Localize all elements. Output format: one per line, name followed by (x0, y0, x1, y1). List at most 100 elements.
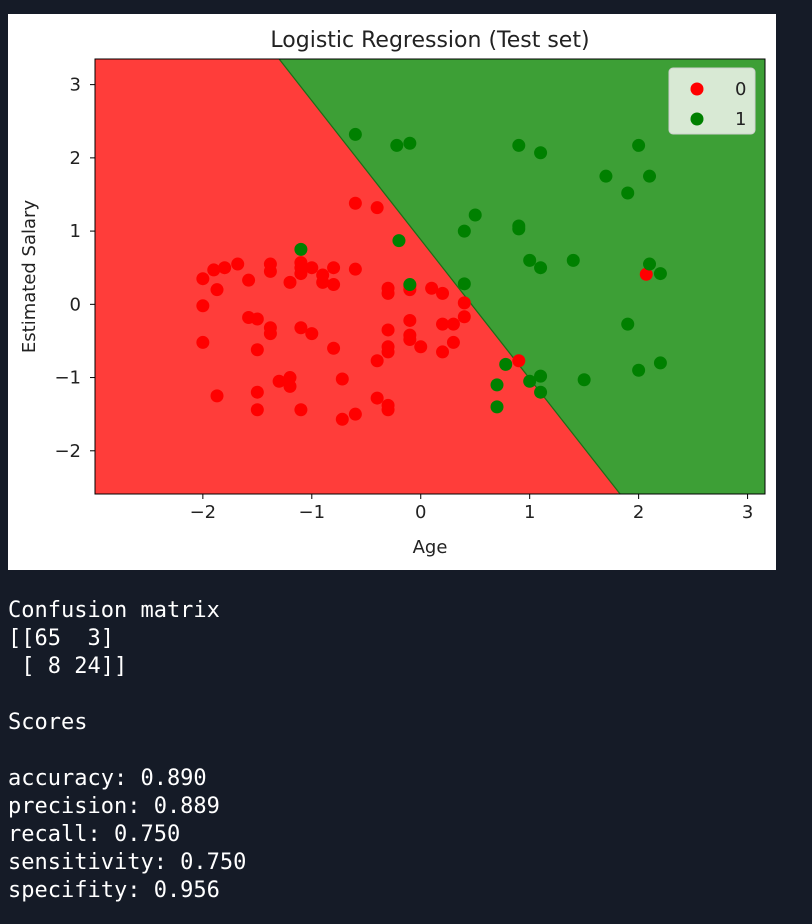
data-point (512, 138, 526, 152)
data-point (446, 335, 460, 349)
data-point (242, 273, 256, 287)
data-point (250, 343, 264, 357)
data-point (534, 261, 548, 275)
data-point (621, 317, 635, 331)
data-point (263, 264, 277, 278)
data-point (294, 267, 308, 281)
data-point (425, 281, 439, 295)
x-tick-label: 2 (633, 502, 644, 523)
data-point (348, 127, 362, 141)
data-point (392, 234, 406, 248)
y-axis-label: Estimated Salary (19, 200, 40, 354)
data-point (403, 278, 417, 292)
data-point (316, 275, 330, 289)
data-point (250, 403, 264, 417)
data-point (283, 379, 297, 393)
console-output: Confusion matrix [[65 3] [ 8 24]] Scores ac… (8, 597, 246, 905)
data-point (370, 391, 384, 405)
data-point (370, 354, 384, 368)
y-tick-label: −2 (54, 441, 81, 462)
data-point (577, 373, 591, 387)
data-point (231, 257, 245, 271)
data-point (210, 389, 224, 403)
series-class-1 (294, 127, 667, 414)
data-point (196, 299, 210, 313)
legend-label-0: 0 (735, 79, 746, 100)
data-point (653, 267, 667, 281)
precision-score: precision: 0.889 (8, 794, 220, 819)
data-point (490, 400, 504, 414)
confusion-matrix-row-2: [ 8 24]] (8, 654, 128, 679)
data-point (370, 201, 384, 215)
data-point (457, 296, 471, 310)
data-point (381, 403, 395, 417)
data-point (327, 261, 341, 275)
data-point (643, 169, 657, 183)
data-point (335, 412, 349, 426)
data-point (381, 323, 395, 337)
data-point (414, 340, 428, 354)
chart-title: Logistic Regression (Test set) (270, 28, 589, 53)
data-point (639, 267, 653, 281)
blank-line (8, 681, 246, 709)
y-tick-label: 3 (70, 75, 81, 96)
x-tick-label: −2 (190, 502, 217, 523)
data-point (210, 283, 224, 297)
data-point (436, 317, 450, 331)
data-point (294, 403, 308, 417)
data-point (490, 378, 504, 392)
data-point (327, 278, 341, 292)
data-point (348, 407, 362, 421)
data-point (436, 345, 450, 359)
data-point (653, 356, 667, 370)
data-point (305, 327, 319, 341)
y-tick-label: −1 (54, 368, 81, 389)
legend: 01 (668, 67, 756, 135)
legend-marker-0 (690, 82, 704, 96)
data-point (499, 357, 513, 371)
data-point (512, 354, 526, 368)
recall-score: recall: 0.750 (8, 822, 181, 847)
data-point (390, 138, 404, 152)
data-point (250, 312, 264, 326)
x-tick-label: 0 (415, 502, 426, 523)
y-tick-label: 2 (70, 148, 81, 169)
data-point (218, 261, 232, 275)
data-point (196, 335, 210, 349)
data-point (599, 169, 613, 183)
data-point (348, 196, 362, 210)
data-point (457, 224, 471, 238)
data-point (335, 372, 349, 386)
region-class-1 (279, 59, 765, 494)
data-point (207, 263, 221, 277)
data-point (446, 317, 460, 331)
legend-label-1: 1 (735, 109, 746, 130)
data-point (381, 345, 395, 359)
data-point (403, 136, 417, 150)
data-point (403, 313, 417, 327)
confusion-matrix-title: Confusion matrix (8, 598, 220, 623)
data-point (632, 363, 646, 377)
confusion-matrix-row-1: [[65 3] (8, 626, 114, 651)
data-point (512, 222, 526, 236)
data-point (436, 286, 450, 300)
legend-box (668, 67, 756, 135)
data-point (457, 310, 471, 324)
specificity-score: specifity: 0.956 (8, 878, 220, 903)
data-point (250, 385, 264, 399)
data-point (643, 257, 657, 271)
region-class-0 (95, 59, 621, 494)
data-point (403, 332, 417, 346)
data-point (523, 374, 537, 388)
x-tick-label: 1 (524, 502, 535, 523)
data-point (348, 262, 362, 276)
data-point (534, 369, 548, 383)
x-axis-label: Age (413, 537, 448, 558)
data-point (196, 272, 210, 286)
legend-marker-1 (690, 112, 704, 126)
data-point (468, 208, 482, 222)
data-point (283, 275, 297, 289)
data-point (294, 242, 308, 256)
data-point (457, 277, 471, 291)
